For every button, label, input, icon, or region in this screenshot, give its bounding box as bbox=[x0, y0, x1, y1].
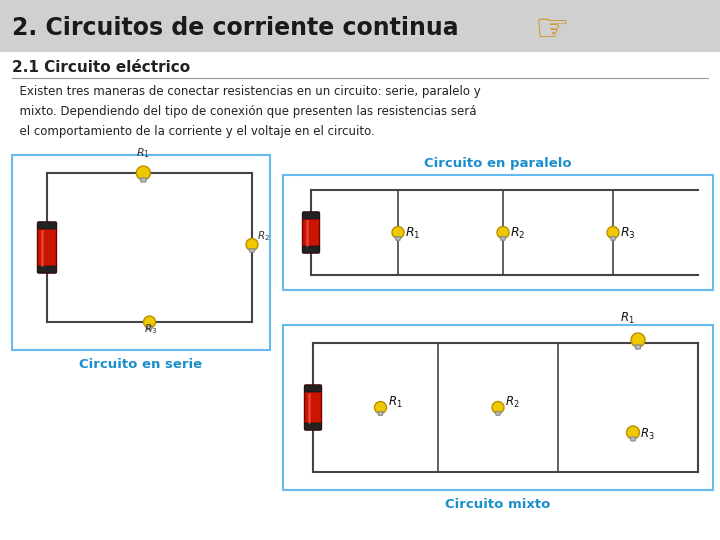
FancyBboxPatch shape bbox=[305, 385, 322, 430]
Text: $R_1$: $R_1$ bbox=[389, 395, 403, 410]
Polygon shape bbox=[147, 326, 152, 330]
FancyBboxPatch shape bbox=[302, 212, 320, 253]
Circle shape bbox=[626, 426, 639, 439]
FancyBboxPatch shape bbox=[283, 325, 713, 490]
Polygon shape bbox=[495, 411, 500, 415]
Text: 2. Circuitos de corriente continua: 2. Circuitos de corriente continua bbox=[12, 16, 459, 40]
Polygon shape bbox=[378, 411, 383, 415]
Text: $R_3$: $R_3$ bbox=[640, 427, 654, 442]
FancyBboxPatch shape bbox=[302, 212, 320, 219]
FancyBboxPatch shape bbox=[37, 222, 56, 229]
Circle shape bbox=[492, 402, 504, 414]
Circle shape bbox=[607, 226, 619, 239]
FancyBboxPatch shape bbox=[302, 246, 320, 253]
Text: $R_1$: $R_1$ bbox=[136, 146, 150, 160]
Text: $R_1$: $R_1$ bbox=[405, 226, 420, 241]
Polygon shape bbox=[140, 178, 146, 182]
Polygon shape bbox=[630, 437, 636, 441]
Circle shape bbox=[143, 316, 156, 328]
Circle shape bbox=[246, 239, 258, 251]
Polygon shape bbox=[611, 237, 616, 240]
FancyBboxPatch shape bbox=[305, 385, 322, 392]
Polygon shape bbox=[635, 345, 641, 349]
Text: $R_2$: $R_2$ bbox=[510, 226, 526, 241]
Text: Circuito en serie: Circuito en serie bbox=[79, 359, 202, 372]
Text: $R_2$: $R_2$ bbox=[257, 230, 270, 244]
Polygon shape bbox=[500, 237, 505, 240]
Text: ☞: ☞ bbox=[535, 11, 570, 49]
Circle shape bbox=[497, 226, 509, 239]
Text: Existen tres maneras de conectar resistencias en un circuito: serie, paralelo y
: Existen tres maneras de conectar resiste… bbox=[12, 85, 481, 138]
FancyBboxPatch shape bbox=[37, 266, 56, 273]
Text: Circuito en paralelo: Circuito en paralelo bbox=[424, 157, 572, 170]
FancyBboxPatch shape bbox=[12, 155, 270, 350]
FancyBboxPatch shape bbox=[37, 222, 56, 273]
Bar bbox=[0, 0, 720, 52]
Circle shape bbox=[374, 402, 387, 414]
Polygon shape bbox=[249, 249, 255, 252]
Text: $R_3$: $R_3$ bbox=[143, 322, 157, 336]
FancyBboxPatch shape bbox=[283, 175, 713, 290]
FancyBboxPatch shape bbox=[305, 423, 322, 430]
Text: Circuito mixto: Circuito mixto bbox=[445, 498, 551, 511]
Circle shape bbox=[392, 226, 404, 239]
Text: $R_3$: $R_3$ bbox=[620, 226, 636, 241]
Circle shape bbox=[631, 333, 645, 347]
Text: 2.1 Circuito eléctrico: 2.1 Circuito eléctrico bbox=[12, 60, 190, 76]
Text: $R_1$: $R_1$ bbox=[620, 311, 634, 326]
Polygon shape bbox=[395, 237, 401, 240]
Text: $R_2$: $R_2$ bbox=[505, 395, 520, 410]
Circle shape bbox=[136, 166, 150, 180]
